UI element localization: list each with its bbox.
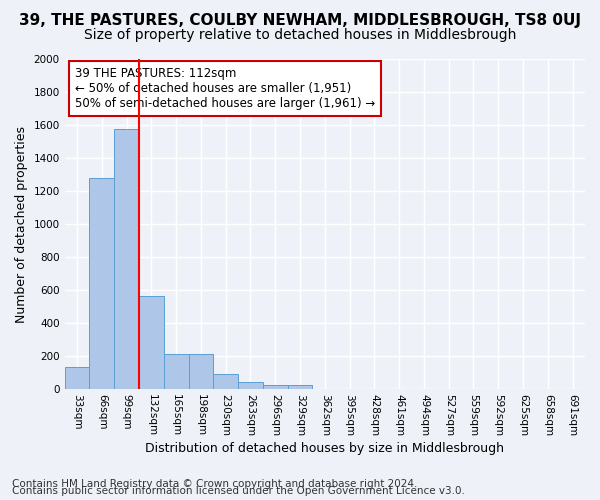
Text: Contains HM Land Registry data © Crown copyright and database right 2024.: Contains HM Land Registry data © Crown c… — [12, 479, 418, 489]
Bar — [238, 382, 263, 390]
X-axis label: Distribution of detached houses by size in Middlesbrough: Distribution of detached houses by size … — [145, 442, 505, 455]
Text: Contains public sector information licensed under the Open Government Licence v3: Contains public sector information licen… — [12, 486, 465, 496]
Y-axis label: Number of detached properties: Number of detached properties — [15, 126, 28, 322]
Bar — [114, 129, 139, 390]
Bar — [214, 374, 238, 390]
Bar — [287, 386, 313, 390]
Bar — [89, 178, 114, 390]
Text: 39, THE PASTURES, COULBY NEWHAM, MIDDLESBROUGH, TS8 0UJ: 39, THE PASTURES, COULBY NEWHAM, MIDDLES… — [19, 12, 581, 28]
Bar — [263, 386, 287, 390]
Text: 39 THE PASTURES: 112sqm
← 50% of detached houses are smaller (1,951)
50% of semi: 39 THE PASTURES: 112sqm ← 50% of detache… — [75, 68, 376, 110]
Bar — [139, 296, 164, 390]
Bar — [188, 354, 214, 390]
Bar — [164, 354, 188, 390]
Text: Size of property relative to detached houses in Middlesbrough: Size of property relative to detached ho… — [84, 28, 516, 42]
Bar — [65, 367, 89, 390]
